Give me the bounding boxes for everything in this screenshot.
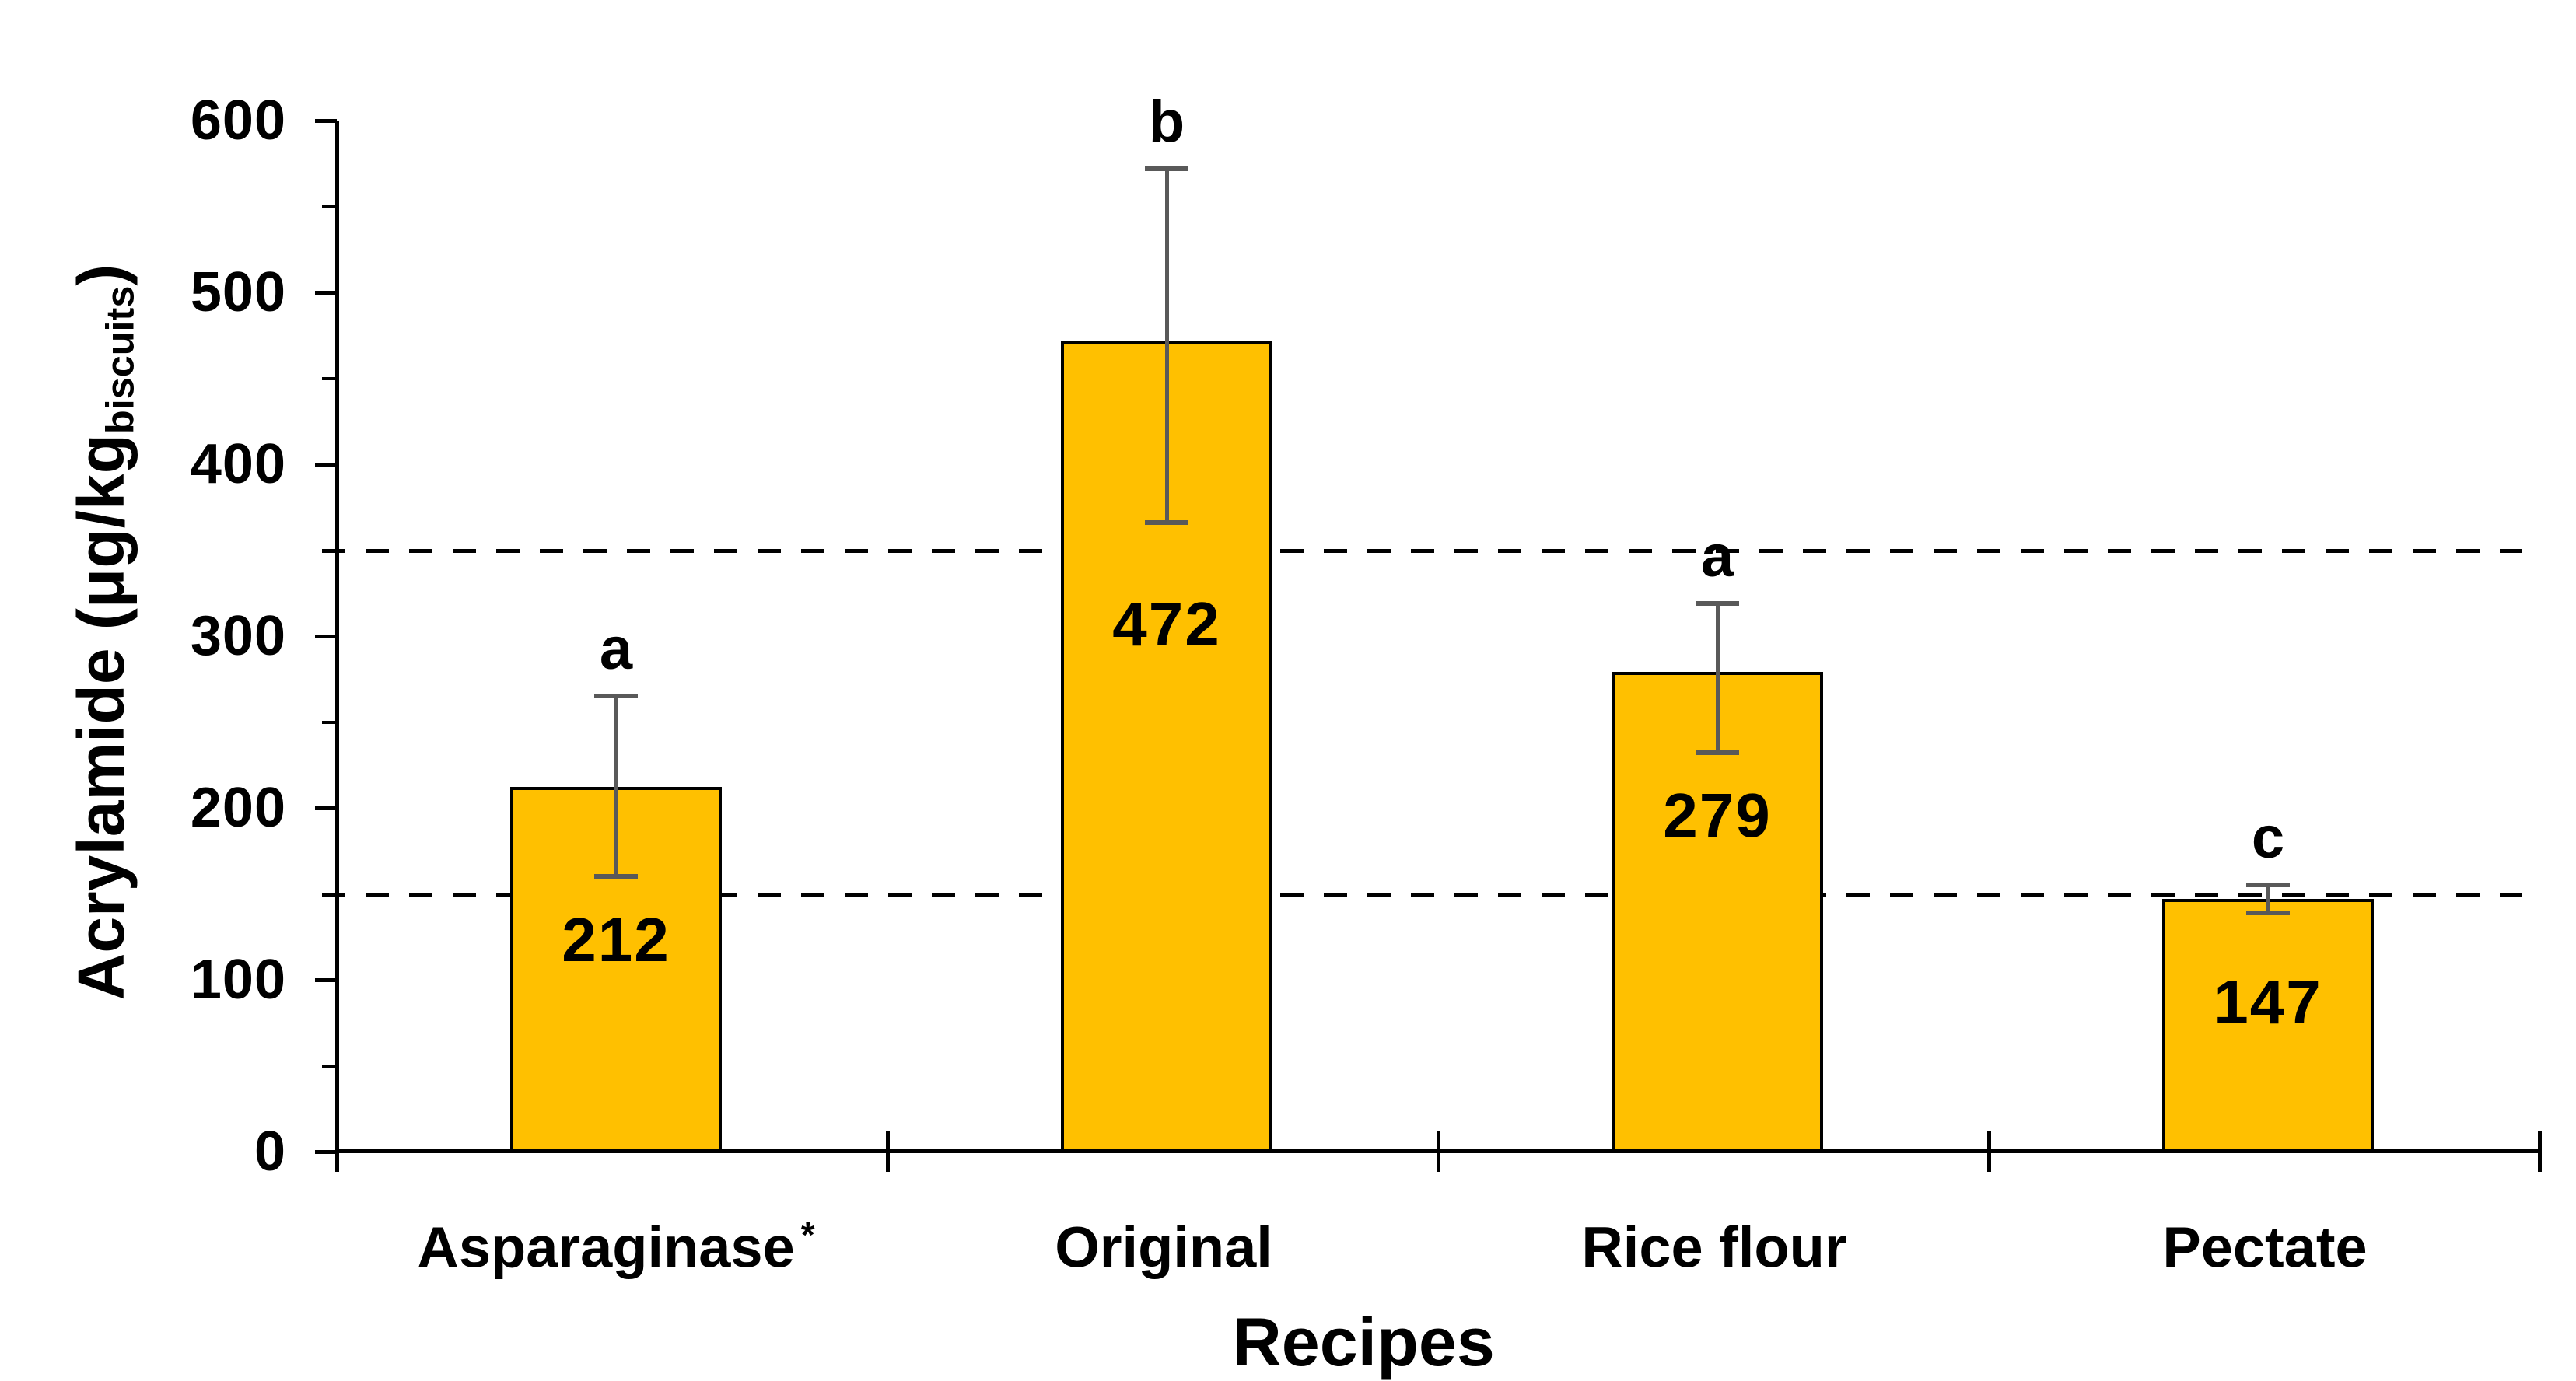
- error-bar-cap-bottom: [594, 874, 638, 879]
- error-bar-cap-bottom: [1696, 750, 1739, 756]
- x-axis-title: Recipes: [1232, 1303, 1495, 1380]
- y-axis-major-tick: [315, 635, 337, 638]
- category-label-asparaginase: Asparaginase *: [344, 1202, 888, 1280]
- x-axis-boundary-tick: [886, 1131, 890, 1172]
- error-bar-cap-top: [1145, 166, 1188, 171]
- y-axis-minor-tick: [322, 1064, 337, 1068]
- y-axis-tick-label: 500: [190, 261, 286, 323]
- bar-value-label: 147: [2214, 967, 2322, 1037]
- category-label-superscript: *: [800, 1215, 815, 1255]
- error-bar-line: [1165, 168, 1169, 523]
- error-bar-cap-top: [1696, 601, 1739, 606]
- y-axis-major-tick: [315, 119, 337, 123]
- y-axis-major-tick: [315, 463, 337, 467]
- error-bar-line: [2266, 885, 2270, 913]
- category-label-text: Asparaginase: [417, 1215, 795, 1280]
- dashed-reference-line: [322, 892, 2522, 897]
- y-axis-minor-tick: [322, 205, 337, 208]
- y-axis-tick-label: 100: [190, 949, 286, 1011]
- x-axis-boundary-tick: [2538, 1131, 2542, 1172]
- x-axis-boundary-tick: [1437, 1131, 1440, 1172]
- category-label-rice-flour: Rice flour: [1445, 1202, 1990, 1280]
- y-axis-tick-label: 0: [254, 1121, 286, 1183]
- category-label-text: Rice flour: [1581, 1215, 1847, 1280]
- y-axis-major-tick: [315, 1150, 337, 1154]
- bar-value-label: 279: [1663, 781, 1772, 851]
- y-axis-tick-label: 300: [190, 605, 286, 667]
- category-label-text: Original: [1055, 1215, 1272, 1280]
- y-axis-minor-tick: [322, 720, 337, 724]
- significance-letter: b: [1148, 88, 1185, 155]
- error-bar-line: [1716, 603, 1720, 753]
- error-bar-cap-top: [594, 694, 638, 699]
- significance-letter: a: [1700, 523, 1734, 589]
- error-bar-cap-top: [2246, 883, 2290, 888]
- y-axis-tick-label: 400: [190, 433, 286, 495]
- y-axis-title-main: Acrylamide (μg/kg: [65, 434, 138, 1001]
- y-axis-tick-label: 600: [190, 89, 286, 152]
- bar-value-label: 212: [562, 905, 670, 975]
- significance-letter: a: [599, 616, 633, 683]
- category-label-text: Pectate: [2162, 1215, 2368, 1280]
- category-label-pectate: Pectate: [1996, 1202, 2540, 1280]
- y-axis-tick-label: 200: [190, 777, 286, 839]
- bar-value-label: 472: [1112, 589, 1221, 659]
- y-axis-major-tick: [315, 806, 337, 810]
- significance-letter: c: [2251, 805, 2285, 872]
- error-bar-line: [614, 696, 618, 877]
- y-axis-major-tick: [315, 978, 337, 982]
- category-label-original: Original: [894, 1202, 1439, 1280]
- dashed-reference-line: [322, 548, 2522, 553]
- error-bar-cap-bottom: [1145, 520, 1188, 526]
- error-bar-cap-bottom: [2246, 910, 2290, 915]
- y-axis-major-tick: [315, 291, 337, 295]
- y-axis-line: [335, 121, 339, 1172]
- y-axis-minor-tick: [322, 376, 337, 380]
- x-axis-boundary-tick: [1987, 1131, 1991, 1172]
